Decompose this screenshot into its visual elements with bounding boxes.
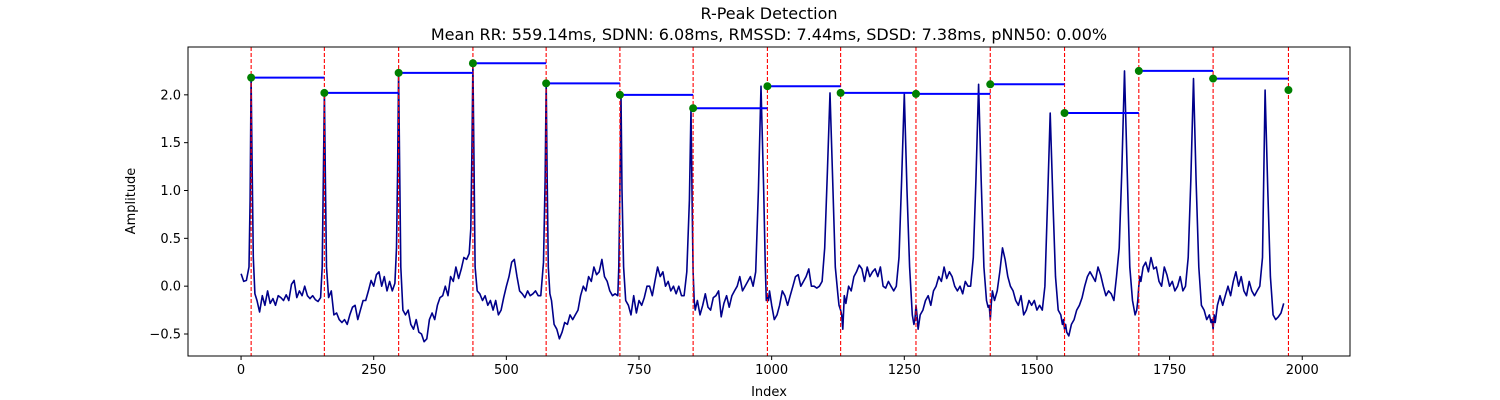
x-tick-label-4: 1000 [755, 363, 788, 378]
chart-title: R-Peak Detection [700, 4, 837, 23]
chart-marks [240, 47, 1293, 356]
peak-marker-8 [836, 88, 845, 97]
x-axis-label: Index [751, 385, 787, 400]
x-tick-label-6: 1500 [1020, 363, 1053, 378]
y-tick-label-5: 2.0 [160, 88, 181, 103]
x-tick-label-7: 1750 [1153, 363, 1186, 378]
y-tick-label-1: 0.0 [160, 280, 181, 295]
axes-frame [187, 46, 1351, 357]
peak-marker-12 [1134, 66, 1143, 75]
peak-marker-0 [247, 73, 256, 82]
peak-marker-13 [1209, 74, 1218, 83]
x-tick-label-8: 2000 [1286, 363, 1319, 378]
x-tick-label-2: 500 [494, 363, 519, 378]
peak-marker-10 [986, 80, 995, 89]
peak-marker-1 [320, 88, 329, 97]
chart-subtitle: Mean RR: 559.14ms, SDNN: 6.08ms, RMSSD: … [431, 25, 1107, 44]
axis-ticks: 0 250 500 750 1000 1250 1500 1750 2000 −0.5 0.0 0.5… [149, 88, 1318, 378]
peak-marker-14 [1284, 86, 1293, 95]
x-tick-label-1: 250 [361, 363, 386, 378]
peak-marker-5 [615, 90, 624, 99]
y-tick-label-2: 0.5 [160, 232, 181, 247]
peak-marker-4 [542, 79, 551, 88]
y-axis-label: Amplitude [124, 168, 139, 235]
x-tick-label-5: 1250 [888, 363, 921, 378]
peak-marker-7 [763, 82, 772, 91]
peak-marker-11 [1060, 109, 1069, 118]
peak-marker-2 [394, 68, 403, 77]
peak-marker-3 [468, 59, 477, 68]
y-tick-label-0: −0.5 [149, 327, 181, 342]
y-tick-label-3: 1.0 [160, 184, 181, 199]
ecg-signal-line [240, 62, 1285, 343]
y-tick-label-4: 1.5 [160, 136, 181, 151]
x-tick-label-0: 0 [237, 363, 245, 378]
peak-marker-9 [911, 89, 920, 98]
x-tick-label-3: 750 [627, 363, 652, 378]
peak-marker-6 [689, 104, 698, 113]
